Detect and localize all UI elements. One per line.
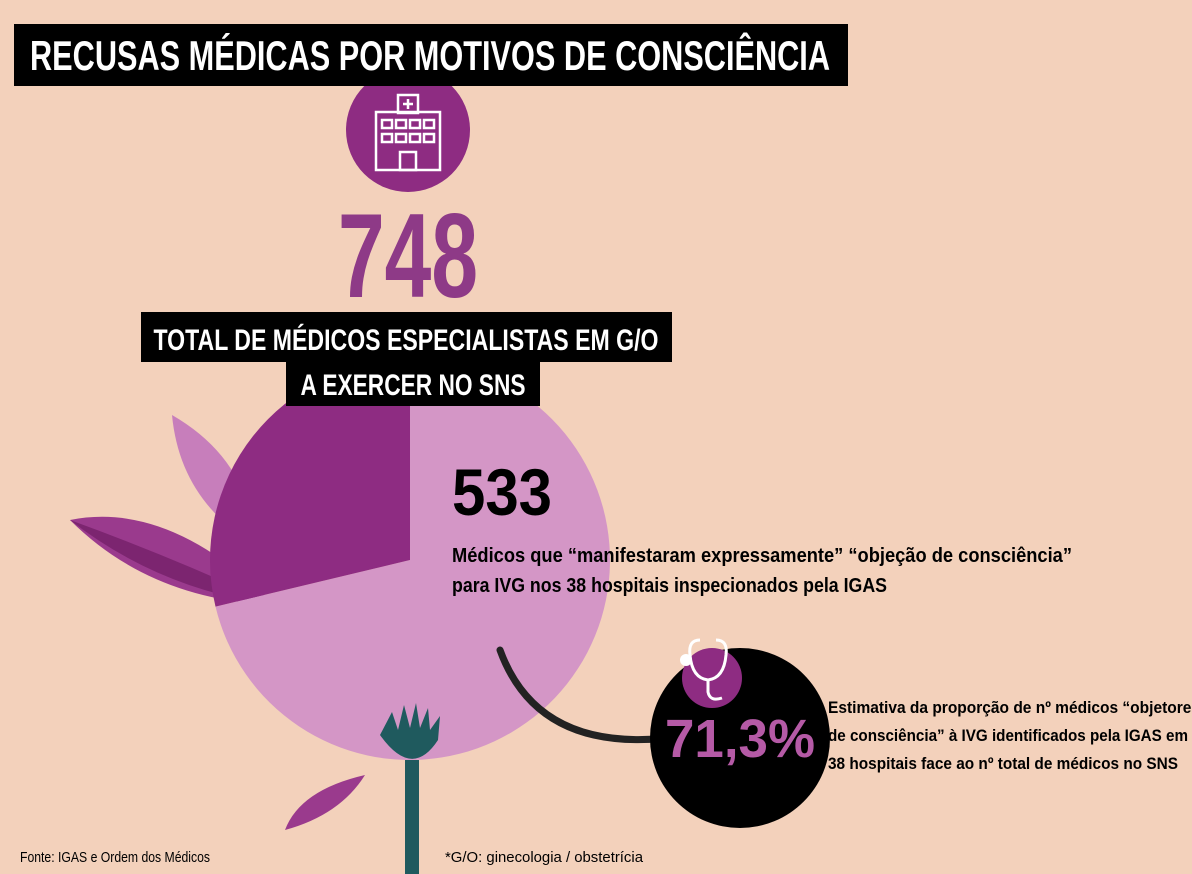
share-description: Estimativa da proporção de nº médicos “o… xyxy=(828,698,1192,717)
total-label: A EXERCER NO SNS xyxy=(301,369,526,402)
flower-stem xyxy=(405,760,419,874)
flower-head xyxy=(380,703,440,759)
footnote: *G/O: ginecologia / obstetrícia xyxy=(445,849,644,866)
source: Fonte: IGAS e Ordem dos Médicos xyxy=(20,849,210,866)
pie-chart xyxy=(209,359,610,760)
share-description: 38 hospitais face ao nº total de médicos… xyxy=(828,754,1178,773)
total-label: TOTAL DE MÉDICOS ESPECIALISTAS EM G/O xyxy=(154,323,659,357)
label-box xyxy=(286,362,540,406)
title-box xyxy=(14,24,848,86)
objectors-description: Médicos que “manifestaram expressamente”… xyxy=(452,545,1072,567)
stethoscope-icon xyxy=(688,638,728,701)
objectors-description: para IVG nos 38 hospitais inspecionados … xyxy=(452,575,887,597)
pie-slice-objectors xyxy=(215,359,610,760)
objectors-number: 533 xyxy=(452,455,552,529)
pie-slice-rest xyxy=(209,359,410,607)
hospital-icon-circle xyxy=(346,68,470,192)
label-box xyxy=(141,312,672,362)
leaf xyxy=(285,775,365,830)
stethoscope-icon xyxy=(680,654,692,666)
hospital-icon xyxy=(374,93,442,172)
title: RECUSAS MÉDICAS POR MOTIVOS DE CONSCIÊNC… xyxy=(30,31,830,79)
total-number: 748 xyxy=(338,189,478,323)
share-description: de consciência” à IVG identificados pela… xyxy=(828,726,1188,745)
share-value: 71,3% xyxy=(665,709,815,769)
